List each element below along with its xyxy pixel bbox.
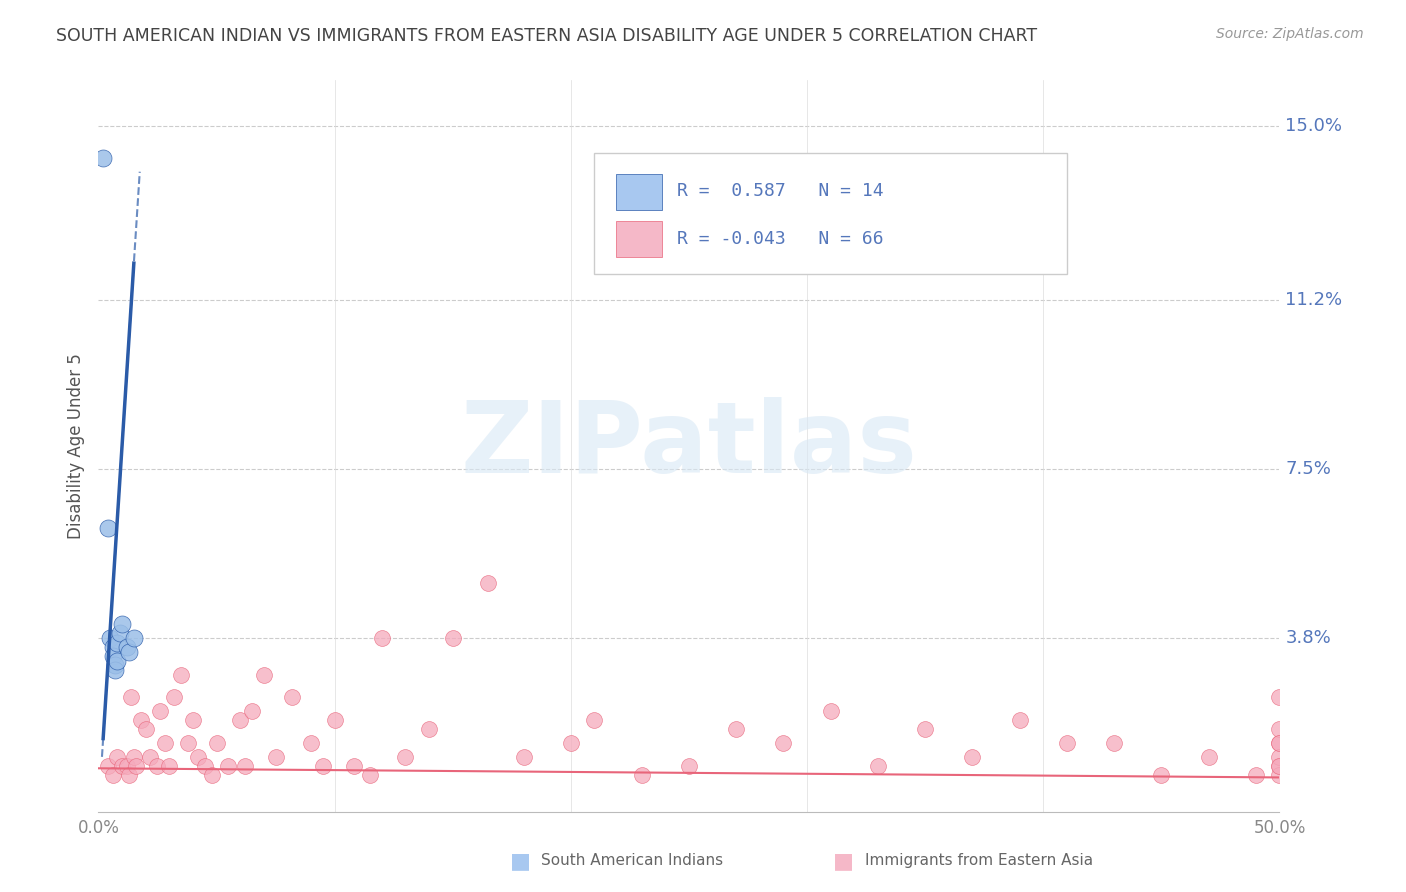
- Text: 11.2%: 11.2%: [1285, 291, 1343, 309]
- Point: [101, 649, 124, 664]
- Point: [135, 723, 157, 737]
- Point: [418, 723, 440, 737]
- Text: 7.5%: 7.5%: [1285, 460, 1331, 478]
- Point: [1268, 768, 1291, 782]
- Point: [1102, 736, 1125, 750]
- Point: [205, 736, 228, 750]
- Point: [359, 768, 381, 782]
- Point: [312, 759, 335, 773]
- Point: [104, 658, 127, 673]
- Point: [1268, 749, 1291, 764]
- Point: [1244, 768, 1267, 782]
- Y-axis label: Disability Age Under 5: Disability Age Under 5: [66, 353, 84, 539]
- Point: [91, 151, 114, 165]
- Point: [157, 759, 180, 773]
- Point: [323, 714, 346, 728]
- Point: [1150, 768, 1173, 782]
- Point: [264, 749, 287, 764]
- Point: [118, 768, 141, 782]
- Text: ■: ■: [510, 851, 530, 871]
- Point: [772, 736, 794, 750]
- Text: ZIPatlas: ZIPatlas: [461, 398, 917, 494]
- Point: [866, 759, 889, 773]
- Point: [1056, 736, 1078, 750]
- Point: [139, 749, 162, 764]
- Text: 50.0%: 50.0%: [1253, 819, 1306, 837]
- Point: [201, 768, 224, 782]
- Point: [1008, 714, 1031, 728]
- Text: 15.0%: 15.0%: [1285, 117, 1343, 135]
- Point: [118, 645, 141, 659]
- Point: [146, 759, 169, 773]
- Point: [342, 759, 364, 773]
- Point: [233, 759, 256, 773]
- Point: [1268, 736, 1291, 750]
- Point: [115, 640, 138, 655]
- Point: [560, 736, 582, 750]
- Point: [181, 714, 204, 728]
- Point: [177, 736, 200, 750]
- Point: [122, 631, 145, 645]
- FancyBboxPatch shape: [595, 153, 1067, 274]
- Text: Immigrants from Eastern Asia: Immigrants from Eastern Asia: [865, 854, 1092, 868]
- Point: [1268, 759, 1291, 773]
- Point: [149, 704, 172, 718]
- Point: [98, 631, 121, 645]
- Point: [240, 704, 263, 718]
- Point: [678, 759, 700, 773]
- Point: [281, 690, 304, 705]
- Point: [170, 667, 193, 681]
- Point: [111, 759, 134, 773]
- Text: 0.0%: 0.0%: [77, 819, 120, 837]
- Point: [630, 768, 652, 782]
- Point: [1268, 723, 1291, 737]
- Point: [371, 631, 394, 645]
- Point: [194, 759, 217, 773]
- Text: R =  0.587   N = 14: R = 0.587 N = 14: [678, 183, 884, 201]
- FancyBboxPatch shape: [616, 221, 662, 257]
- Point: [97, 521, 120, 535]
- Point: [125, 759, 148, 773]
- Point: [217, 759, 239, 773]
- Point: [1198, 749, 1220, 764]
- Text: ■: ■: [834, 851, 853, 871]
- Point: [105, 749, 128, 764]
- Point: [187, 749, 209, 764]
- Point: [97, 759, 120, 773]
- Point: [122, 749, 145, 764]
- Point: [111, 617, 134, 632]
- Text: South American Indians: South American Indians: [541, 854, 724, 868]
- Point: [129, 714, 152, 728]
- Point: [820, 704, 842, 718]
- Point: [105, 654, 128, 668]
- Text: SOUTH AMERICAN INDIAN VS IMMIGRANTS FROM EASTERN ASIA DISABILITY AGE UNDER 5 COR: SOUTH AMERICAN INDIAN VS IMMIGRANTS FROM…: [56, 27, 1038, 45]
- Point: [105, 635, 128, 649]
- Point: [108, 626, 131, 640]
- Point: [299, 736, 322, 750]
- Point: [153, 736, 176, 750]
- Point: [725, 723, 748, 737]
- Point: [101, 640, 124, 655]
- Point: [253, 667, 276, 681]
- Point: [121, 690, 143, 705]
- FancyBboxPatch shape: [616, 174, 662, 210]
- Point: [163, 690, 186, 705]
- Point: [1268, 736, 1291, 750]
- Point: [394, 749, 416, 764]
- Point: [1268, 690, 1291, 705]
- Point: [104, 663, 127, 677]
- Point: [229, 714, 252, 728]
- Point: [477, 576, 499, 591]
- Text: 3.8%: 3.8%: [1285, 629, 1331, 647]
- Point: [1268, 759, 1291, 773]
- Point: [583, 714, 606, 728]
- Point: [115, 759, 138, 773]
- Point: [101, 768, 124, 782]
- Point: [914, 723, 936, 737]
- Point: [962, 749, 984, 764]
- Text: Source: ZipAtlas.com: Source: ZipAtlas.com: [1216, 27, 1364, 41]
- Point: [441, 631, 464, 645]
- Point: [512, 749, 534, 764]
- Text: R = -0.043   N = 66: R = -0.043 N = 66: [678, 230, 884, 248]
